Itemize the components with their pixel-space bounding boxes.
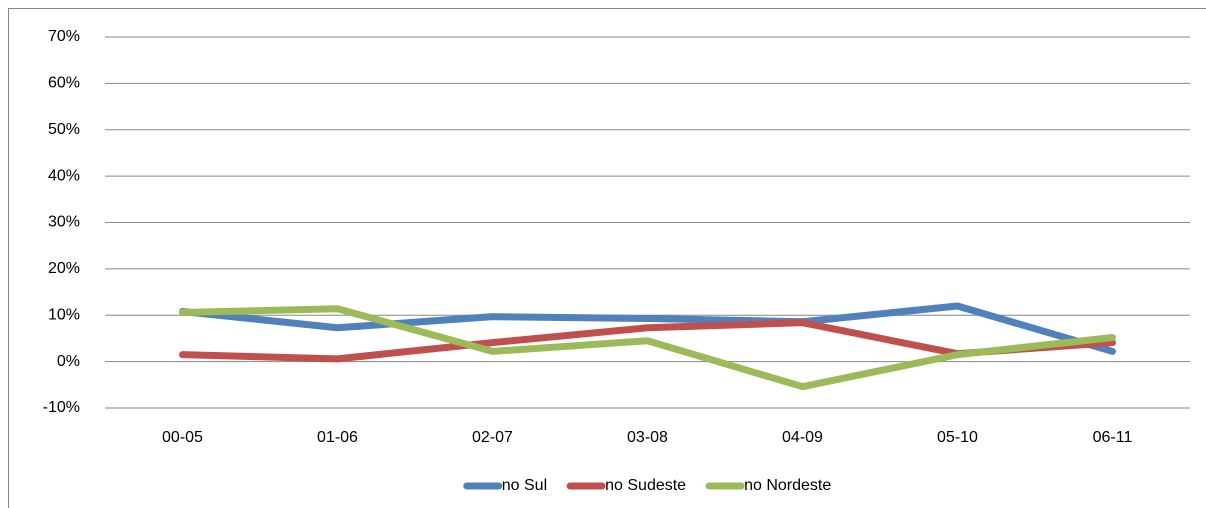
legend-label: no Sudeste xyxy=(605,477,686,494)
series-line xyxy=(179,305,1116,391)
x-tick-label: 06-11 xyxy=(1093,429,1133,446)
x-tick-label: 00-05 xyxy=(162,429,203,446)
y-tick-label: 70% xyxy=(48,28,80,45)
x-tick-label: 03-08 xyxy=(627,429,668,446)
y-tick-label: 20% xyxy=(48,260,80,277)
y-tick-label: -10% xyxy=(43,399,80,416)
y-tick-label: 10% xyxy=(48,306,80,323)
legend-label: no Nordeste xyxy=(744,477,831,494)
series-line xyxy=(179,302,1116,355)
x-tick-label: 04-09 xyxy=(782,429,823,446)
x-tick-label: 05-10 xyxy=(937,429,978,446)
legend-label: no Sul xyxy=(502,477,547,494)
y-tick-label: 60% xyxy=(48,75,80,92)
y-tick-label: 50% xyxy=(48,121,80,138)
y-tick-label: 40% xyxy=(48,167,80,184)
chart-frame xyxy=(8,8,1206,508)
y-tick-label: 30% xyxy=(48,214,80,231)
x-tick-label: 02-07 xyxy=(472,429,513,446)
x-tick-label: 01-06 xyxy=(317,429,358,446)
y-tick-label: 0% xyxy=(57,353,80,370)
